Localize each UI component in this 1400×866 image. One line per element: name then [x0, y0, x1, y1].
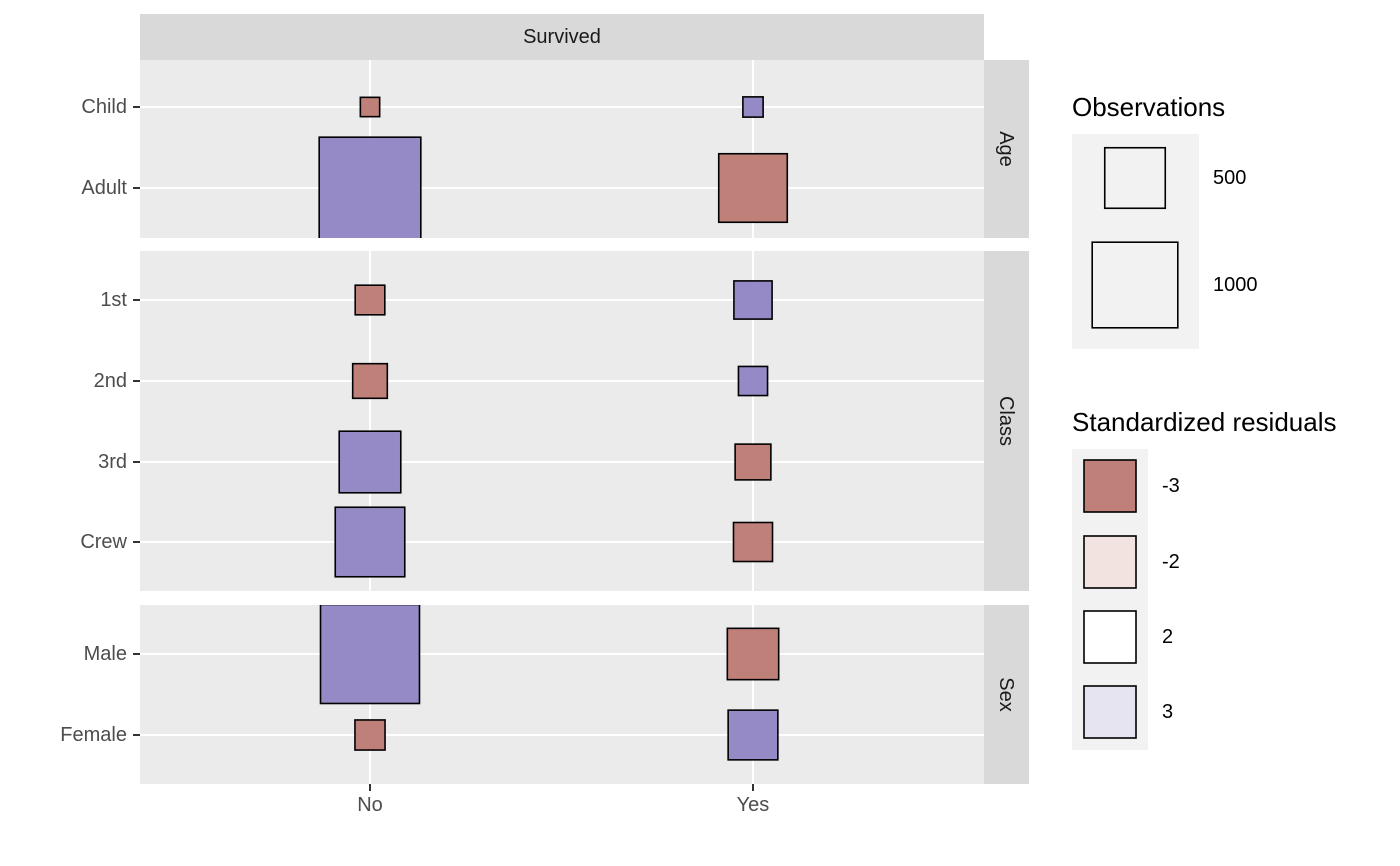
row-strip-class [984, 251, 1029, 591]
y-tick-label-1st: 1st [100, 289, 127, 311]
y-tick-label-crew: Crew [80, 531, 127, 553]
y-tick-label-3rd: 3rd [98, 451, 127, 473]
tiles-class [334, 280, 774, 578]
facet-class: 1st 2nd 3rd Crew Class [80, 251, 1029, 591]
tile-yes-child [742, 96, 764, 118]
fill-legend-label--3: -3 [1162, 475, 1180, 497]
tile-yes-adult [717, 152, 789, 224]
size-legend: Observations 500 1000 [1072, 92, 1258, 349]
tile-no-adult [318, 136, 422, 238]
size-legend-label-500: 500 [1213, 167, 1246, 189]
size-legend-key-500 [1103, 146, 1167, 210]
tile-yes-male [726, 627, 780, 681]
tile-no-2nd [351, 362, 389, 400]
y-tick-label-2nd: 2nd [94, 370, 127, 392]
row-strip-sex [984, 605, 1029, 784]
tile-yes-female [727, 709, 779, 761]
facet-panel-background [140, 605, 984, 784]
tile-no-male [319, 605, 421, 705]
y-tick-label-adult: Adult [81, 177, 127, 199]
tile-yes-3rd [734, 443, 772, 481]
tile-no-female [354, 719, 386, 751]
fill-legend-label-2: 2 [1162, 626, 1173, 648]
fill-legend-key-2 [1083, 610, 1137, 664]
fill-legend-key-3 [1083, 685, 1137, 739]
fill-legend-key--3 [1083, 459, 1137, 513]
size-legend-title: Observations [1072, 92, 1225, 122]
y-tick-label-child: Child [81, 96, 127, 118]
fill-legend-title: Standardized residuals [1072, 407, 1337, 437]
facet-sex: Male Female Sex [60, 605, 1029, 784]
tile-no-3rd [338, 430, 402, 494]
facet-panel-background [140, 251, 984, 591]
y-tick-label-female: Female [60, 724, 127, 746]
tile-no-1st [354, 284, 386, 316]
y-tick-label-male: Male [84, 643, 127, 665]
tiles-age [318, 96, 789, 238]
row-strip-label-class: Class [995, 396, 1017, 446]
row-strip-label-sex: Sex [995, 677, 1017, 711]
fill-legend-label-3: 3 [1162, 701, 1173, 723]
size-legend-key-1000 [1091, 241, 1179, 329]
facet-age: Child Adult Age [81, 60, 1029, 238]
facet-panels: Child Adult Age 1st 2nd 3rd Crew Class Male Femal… [60, 60, 1029, 784]
column-strip-label: Survived [523, 26, 601, 48]
tile-yes-crew [732, 521, 774, 563]
facet-panel-background [140, 60, 984, 238]
x-tick-label-yes: Yes [737, 794, 770, 816]
column-strip [140, 14, 984, 60]
fill-legend-label--2: -2 [1162, 551, 1180, 573]
fill-legend: Standardized residuals -3 -2 2 3 [1072, 407, 1337, 750]
tile-yes-1st [733, 280, 773, 320]
row-strip-age [984, 60, 1029, 238]
x-tick-label-no: No [357, 794, 383, 816]
x-axis: No Yes [357, 784, 769, 816]
size-legend-label-1000: 1000 [1213, 274, 1258, 296]
row-strip-label-age: Age [995, 131, 1017, 167]
fill-legend-key--2 [1083, 535, 1137, 589]
tile-no-child [359, 96, 381, 118]
tile-yes-2nd [737, 365, 769, 397]
tile-no-crew [334, 506, 406, 578]
tiles-sex [319, 605, 780, 761]
